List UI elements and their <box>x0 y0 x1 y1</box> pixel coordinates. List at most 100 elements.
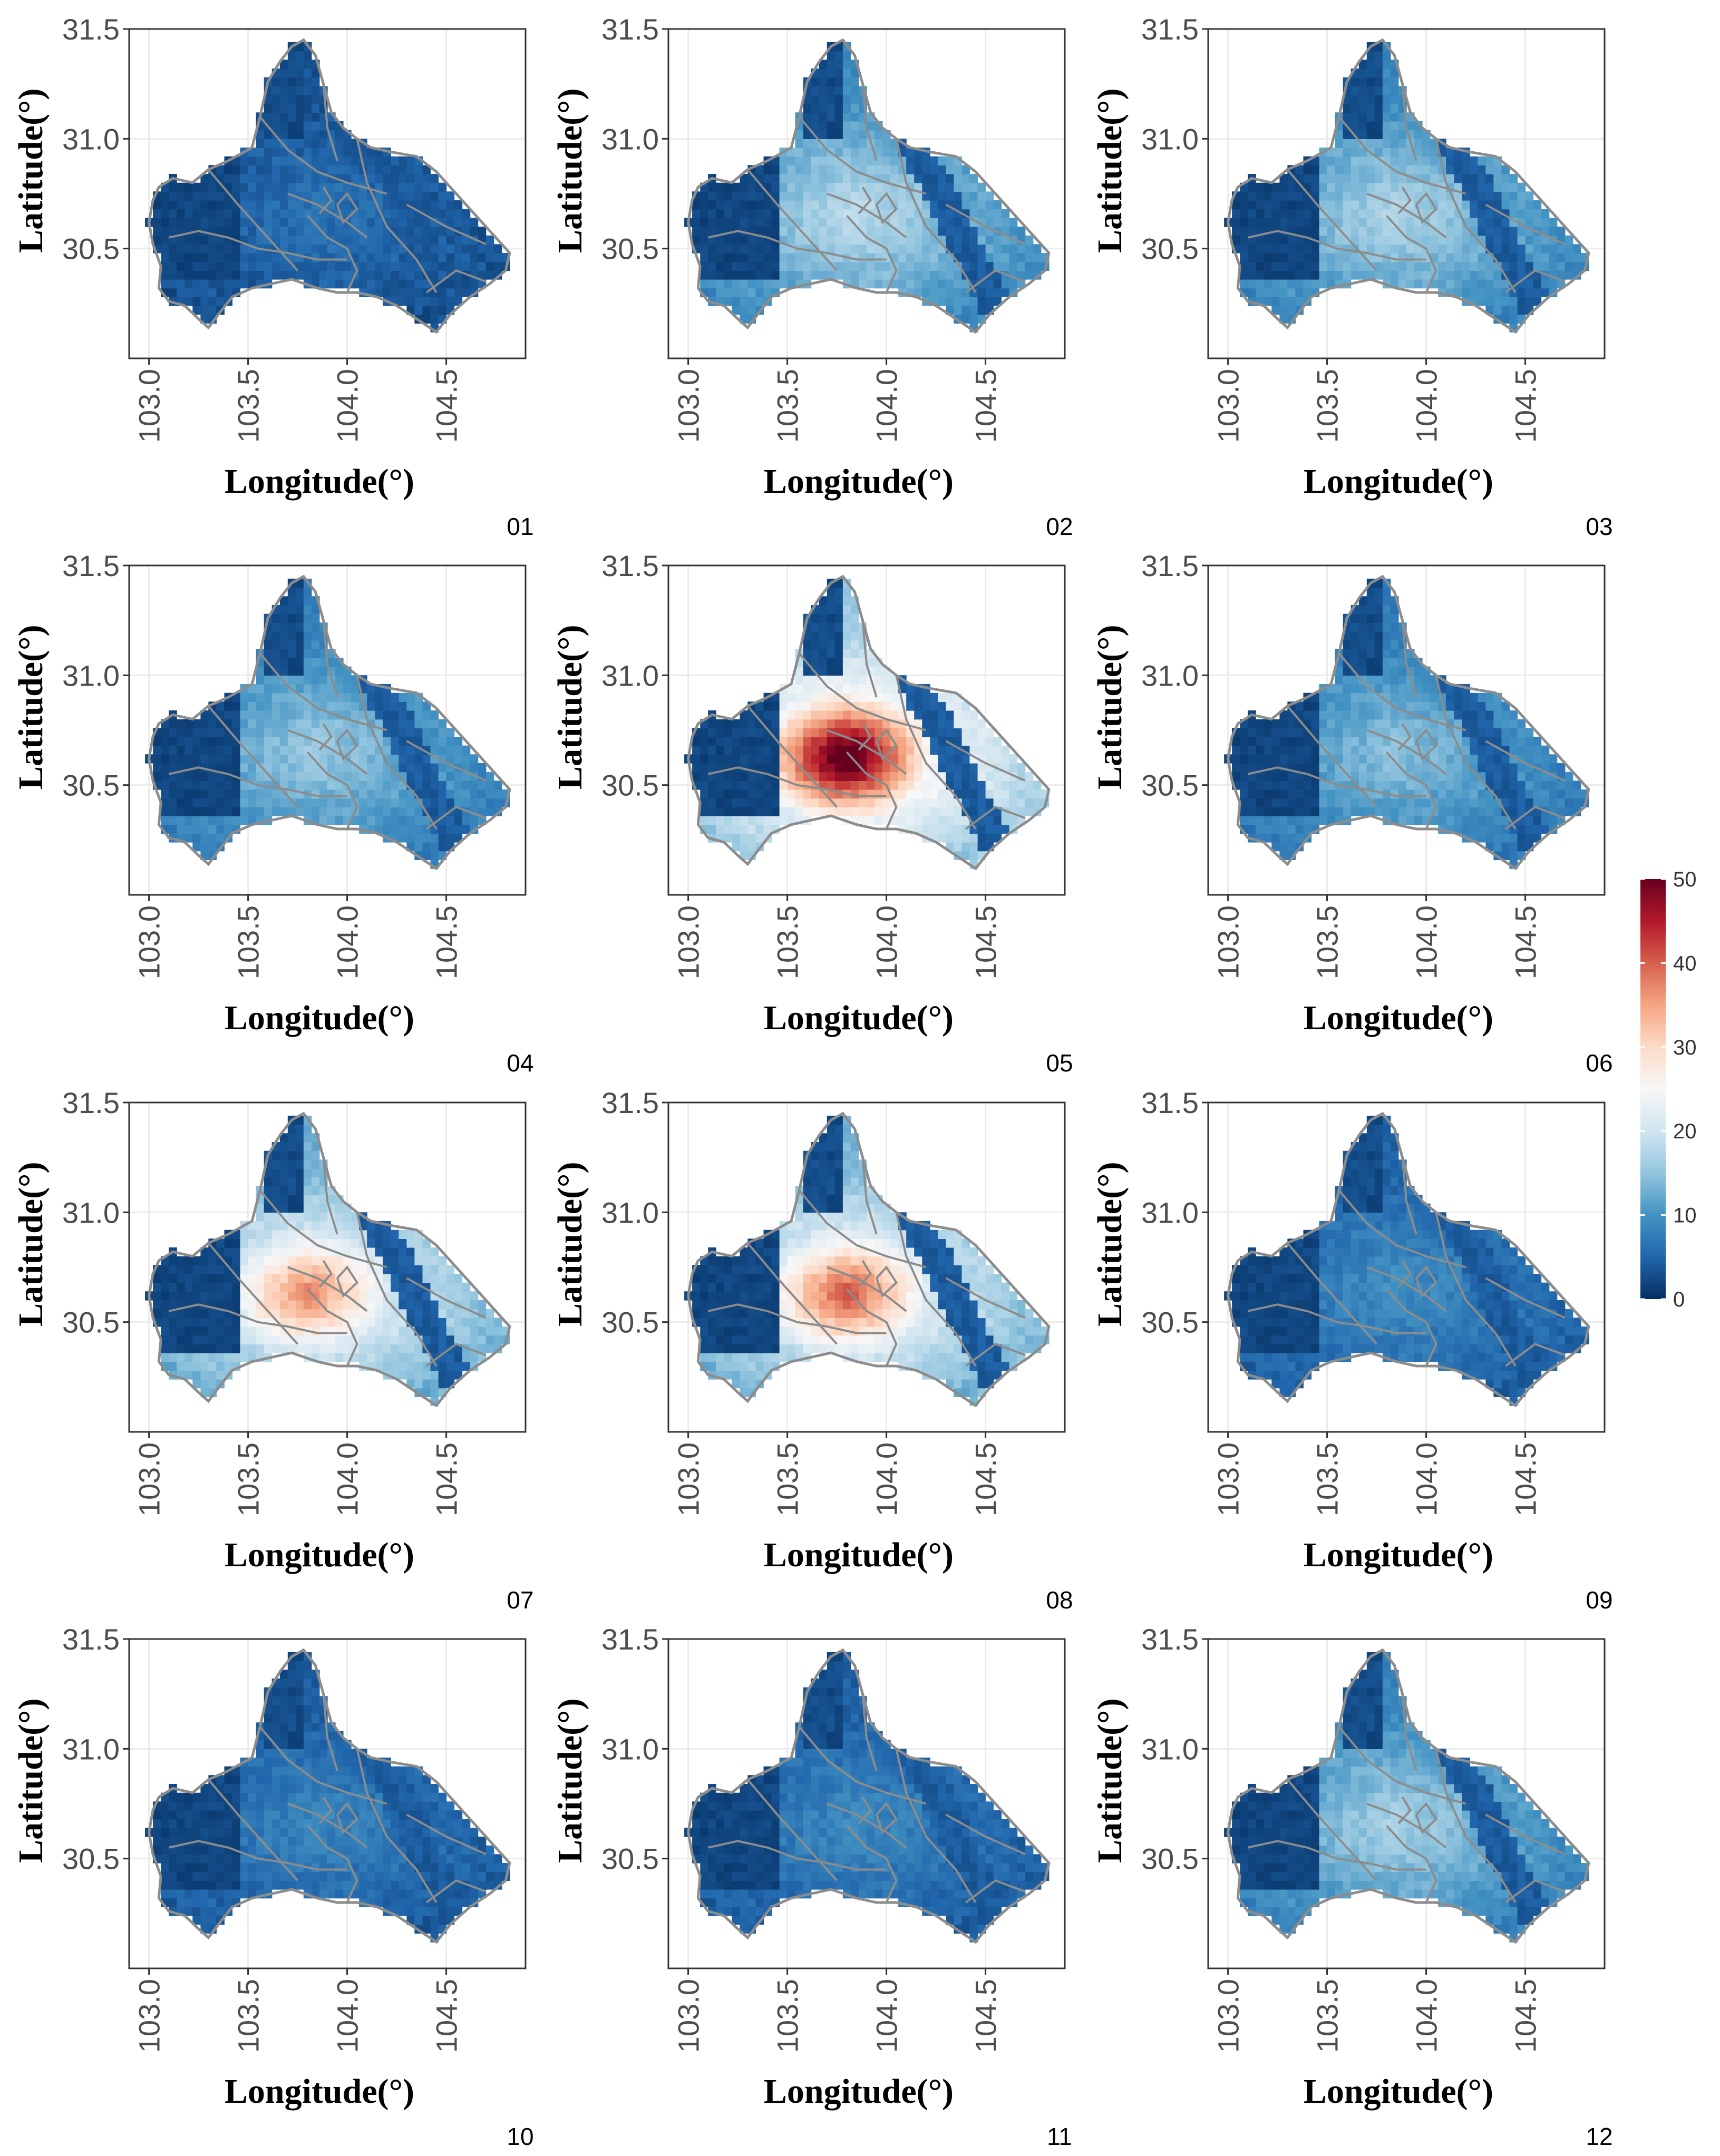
region-outline <box>148 38 511 334</box>
y-tick-label: 31.0 <box>1141 659 1199 692</box>
district-boundary <box>965 806 1026 830</box>
panel-month-label: 08 <box>1046 1586 1073 1614</box>
x-tick-label: 104.5 <box>430 1979 463 2053</box>
district-boundary <box>875 192 898 225</box>
y-tick-label: 30.5 <box>1141 232 1199 266</box>
x-tick-label: 103.0 <box>1212 369 1245 443</box>
y-axis-title: Latitude(°) <box>1091 89 1129 253</box>
region-outline <box>148 1111 511 1408</box>
region-outline <box>1227 574 1590 871</box>
district-boundary <box>1286 705 1378 808</box>
district-boundary <box>895 138 977 294</box>
panel-month-label: 01 <box>507 513 533 540</box>
colorbar-legend: 50 40 30 20 10 0 <box>1640 868 1697 1311</box>
panel-month-label: 12 <box>1586 2123 1612 2150</box>
district-boundary <box>318 186 333 214</box>
y-tick-label: 31.0 <box>62 122 120 155</box>
colorbar-tick-label: 0 <box>1673 1288 1685 1311</box>
district-boundary <box>1401 620 1417 698</box>
district-boundary <box>228 236 347 261</box>
x-tick-label: 104.0 <box>1410 905 1443 979</box>
x-tick-label: 103.5 <box>232 1979 265 2053</box>
map-panel-05: 103.0 103.5 104.0 104.5 31.5 31.0 30.5 Longitud… <box>551 549 1073 1077</box>
district-boundary <box>746 1242 838 1345</box>
x-tick-label: 104.0 <box>331 369 364 443</box>
x-axis-title: Longitude(°) <box>225 999 414 1037</box>
district-boundary <box>259 1189 387 1269</box>
district-boundary <box>945 1277 1026 1319</box>
y-tick-label: 31.5 <box>1141 1086 1199 1119</box>
district-boundary <box>1397 1260 1412 1288</box>
district-boundary <box>287 729 368 775</box>
region-outline <box>687 38 1051 334</box>
region-outline <box>1227 38 1590 334</box>
district-boundary <box>207 169 299 271</box>
map-panel-02: 103.0 103.5 104.0 104.5 31.5 31.0 30.5 Longitud… <box>551 13 1073 540</box>
y-tick-label: 30.5 <box>62 769 120 802</box>
region-outline <box>1227 1111 1590 1408</box>
district-boundary <box>945 203 1026 246</box>
x-axis-title: Longitude(°) <box>225 1536 414 1574</box>
district-boundary <box>767 773 887 797</box>
raster-cells <box>1224 1116 1589 1406</box>
district-boundary <box>259 116 387 195</box>
region-outline <box>1227 1648 1590 1944</box>
district-boundary <box>322 1694 338 1771</box>
district-boundary <box>1401 84 1417 161</box>
raster-cells <box>145 42 510 333</box>
district-boundary <box>425 1343 487 1367</box>
district-boundary <box>406 1277 487 1319</box>
district-boundary <box>1247 1840 1308 1849</box>
district-boundary <box>1286 1242 1378 1345</box>
district-boundary <box>846 751 898 830</box>
district-boundary <box>1415 192 1437 225</box>
x-tick-label: 103.0 <box>1212 1979 1245 2053</box>
y-axis-title: Latitude(°) <box>551 1162 589 1326</box>
plot-frame <box>1207 564 1606 896</box>
district-boundary <box>1338 1189 1466 1269</box>
x-tick-label: 104.5 <box>1509 905 1542 979</box>
district-boundary <box>1385 214 1437 293</box>
district-boundary <box>1485 1277 1566 1319</box>
x-tick-label: 104.0 <box>331 905 364 979</box>
district-boundary <box>168 1303 229 1312</box>
district-boundary <box>306 751 358 830</box>
district-boundary <box>406 203 487 246</box>
district-boundary <box>746 1779 838 1881</box>
colorbar <box>1640 879 1666 1299</box>
y-tick-label: 31.0 <box>601 122 659 155</box>
district-boundary <box>1397 723 1412 751</box>
y-tick-label: 31.5 <box>1141 13 1199 46</box>
y-tick-label: 30.5 <box>1141 1842 1199 1876</box>
plot-frame <box>128 564 527 896</box>
district-boundary <box>965 1343 1026 1367</box>
district-boundary <box>861 1157 878 1235</box>
x-tick-label: 104.5 <box>430 1442 463 1516</box>
district-boundary <box>1366 729 1447 775</box>
plot-frame <box>667 1101 1066 1433</box>
y-tick-label: 31.5 <box>601 549 659 582</box>
x-tick-label: 104.5 <box>969 369 1003 443</box>
y-tick-label: 31.5 <box>1141 549 1199 582</box>
district-boundary <box>798 1726 927 1805</box>
district-boundary <box>875 1802 898 1835</box>
x-tick-label: 104.5 <box>1509 369 1542 443</box>
x-tick-label: 103.5 <box>771 369 804 443</box>
panel-month-label: 11 <box>1047 2123 1072 2150</box>
x-tick-label: 103.5 <box>1311 369 1344 443</box>
colorbar-tick-label: 40 <box>1673 952 1697 975</box>
district-boundary <box>318 1796 333 1825</box>
x-tick-label: 103.0 <box>133 1442 166 1516</box>
district-boundary <box>707 230 768 239</box>
district-boundary <box>827 1802 907 1849</box>
district-boundary <box>945 740 1026 782</box>
district-boundary <box>707 1840 768 1849</box>
district-boundary <box>168 766 229 775</box>
district-boundary <box>1485 1813 1566 1856</box>
district-boundary <box>207 1779 299 1881</box>
district-boundary <box>1435 675 1517 830</box>
district-boundary <box>1415 1802 1437 1835</box>
district-boundary <box>746 169 838 271</box>
y-tick-label: 31.0 <box>1141 1732 1199 1765</box>
